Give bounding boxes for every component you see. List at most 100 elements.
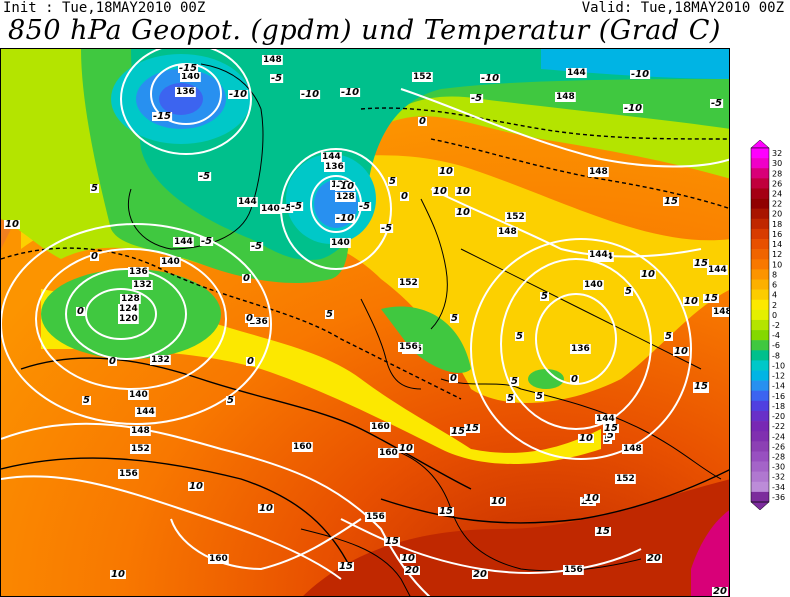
geopotential-label-box [583,280,604,290]
temperature-label-box [200,237,214,246]
svg-text:136: 136 [176,87,195,97]
legend-tick-label: 16 [772,230,782,239]
svg-text:120: 120 [119,314,138,324]
svg-text:160: 160 [379,448,398,458]
svg-text:140: 140 [331,238,350,248]
temperature-label-box [535,392,544,401]
temperature-label: 0 [91,251,98,262]
temperature-label-box [515,332,524,341]
svg-text:140: 140 [261,204,280,214]
geopotential-label-box [398,342,419,352]
temperature-label-box [226,396,235,405]
temperature-label: 15 [339,561,353,572]
geopotential-label-box [130,444,151,454]
legend-swatch [751,410,769,422]
temperature-label: 5 [227,395,234,406]
geopotential-label-box [712,307,729,317]
legend-swatch [751,148,769,159]
legend-tick-label: -22 [772,422,785,431]
geopotential-label-box [150,355,171,365]
svg-text:144: 144 [136,407,155,417]
legend-tick-label: 22 [772,200,782,209]
geopotential-label: 160 [208,554,229,564]
legend-swatch [751,471,769,483]
geopotential-label-box [588,167,609,177]
temperature-label: 10 [456,186,470,197]
temperature-label: 0 [243,273,250,284]
geopotential-label-box [563,565,584,575]
temperature-label: 10 [684,296,698,307]
legend-swatch [751,340,769,351]
legend-tick-label: -4 [772,331,780,340]
weather-map: 140 136 148 152 144 148 144 136 132 128 … [0,48,730,597]
geopotential-label: 144 [173,237,194,247]
geopotential-label: 140 [260,204,281,214]
legend-tick-label: 14 [772,240,782,249]
temperature-label: 5 [625,286,632,297]
geopotential-label-box [118,469,139,479]
temperature-label-box [90,252,99,261]
temperature-label: 15 [385,536,399,547]
temperature-label: 0 [77,306,84,317]
geopotential-label: 132 [150,355,171,365]
geopotential-label: 128 [335,192,356,202]
svg-text:152: 152 [616,474,635,484]
svg-text:148: 148 [556,92,575,102]
legend-tick-label: 28 [772,169,782,178]
temperature-label: 15 [465,423,479,434]
temperature-label: -5 [201,236,212,247]
legend-arrow-top [750,140,770,149]
geopotential-label: 152 [505,212,526,222]
legend-swatch [751,370,769,381]
legend-tick-label: 12 [772,250,782,259]
temperature-label-box [603,424,619,433]
geopotential-label-box [128,267,149,277]
temperature-label-box [338,562,354,571]
temperature-label: -15 [179,63,197,74]
temperature-label: 15 [694,381,708,392]
geopotential-label-box [324,162,345,172]
temperature-label-box [664,332,673,341]
temperature-label: 5 [389,176,396,187]
temperature-label-box [110,570,126,579]
temperature-label-box [188,482,204,491]
temperature-label: 15 [704,293,718,304]
legend-swatch [751,188,769,199]
temperature-label-box [712,587,728,596]
temperature-label-box [438,167,454,176]
svg-text:144: 144 [238,197,257,207]
temperature-label: 5 [607,430,614,441]
geopotential-label-box [330,238,351,248]
geopotential-label-box [118,304,139,314]
geopotential-label-box [130,426,151,436]
svg-text:124: 124 [119,304,138,314]
temperature-label: 10 [456,207,470,218]
geopotential-label: 136 [324,162,345,172]
geopotential-label-box [365,512,386,522]
svg-text:148: 148 [263,55,282,65]
legend-swatch [751,350,769,361]
temperature-label-box [710,99,724,108]
temperature-label-box [76,307,85,316]
legend-swatch [751,380,769,392]
svg-text:148: 148 [713,307,730,317]
temperature-label: 20 [647,553,661,564]
legend-arrow-bottom [750,501,770,510]
legend-frame [750,147,770,503]
legend-tick-label: -18 [772,402,785,411]
temperature-label: 5 [507,393,514,404]
svg-text:136: 136 [571,344,590,354]
svg-text:152: 152 [131,444,150,454]
geopotential-label: 148 [497,227,518,237]
temperature-label: 0 [246,313,253,324]
temperature-label-box [464,424,480,433]
svg-text:136: 136 [325,162,344,172]
temperature-label-box [228,90,249,99]
temperature-label: 10 [259,503,273,514]
temperature-label: -10 [631,69,649,80]
temperature-label-box [245,314,254,323]
temperature-label-box [450,427,466,436]
temperature-label-box [380,224,394,233]
geopotential-label: 140 [583,280,604,290]
temperature-label-box [242,274,251,283]
